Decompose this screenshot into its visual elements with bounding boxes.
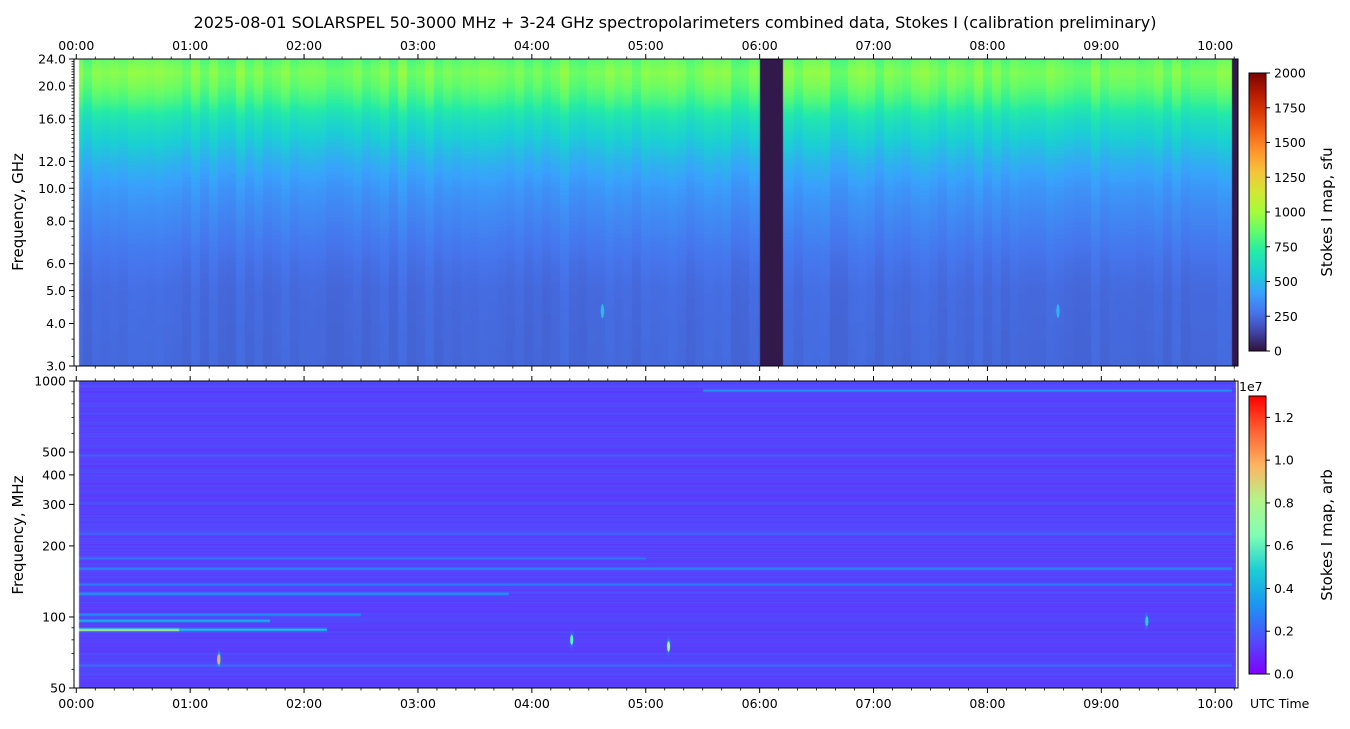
mhz-tick-label-5: 500 bbox=[42, 445, 66, 460]
sfu-colorbar-label: Stokes I map, sfu bbox=[1318, 147, 1336, 276]
mhz-frequency-axis: 50 100 200 300 400 500 1000 bbox=[34, 374, 74, 696]
mhz-tick-label-6: 1000 bbox=[34, 374, 66, 389]
sfu-colorbar-tick-label-8: 2000 bbox=[1274, 66, 1306, 81]
mhz-tick-label-4: 400 bbox=[42, 467, 66, 482]
mhz-tick-label-0: 50 bbox=[50, 681, 66, 696]
ghz-heatmap-image-frame bbox=[74, 59, 1238, 366]
sfu-colorbar: 0 250 500 750 1000 1250 1500 1750 2000 Stokes I … bbox=[1248, 66, 1336, 359]
arb-colorbar-offset: 1e7 bbox=[1239, 379, 1263, 394]
top-time-tick-label-2: 02:00 bbox=[286, 38, 322, 53]
sfu-colorbar-tick-label-2: 500 bbox=[1274, 274, 1298, 289]
mhz-tick-label-1: 100 bbox=[42, 609, 66, 624]
ghz-tick-label-5: 10.0 bbox=[38, 181, 66, 196]
top-time-tick-label-7: 07:00 bbox=[856, 38, 892, 53]
mhz-spectrogram-panel: 00:00 01:00 02:00 03:00 04:00 05:00 06:00 07:00… bbox=[9, 374, 1336, 712]
ghz-tick-label-1: 4.0 bbox=[46, 316, 66, 331]
bottom-time-tick-label-1: 01:00 bbox=[172, 696, 208, 711]
top-time-tick-label-3: 03:00 bbox=[400, 38, 436, 53]
sfu-colorbar-ticks: 0 250 500 750 1000 1250 1500 1750 2000 bbox=[1266, 66, 1306, 359]
ghz-tick-label-9: 24.0 bbox=[38, 52, 66, 67]
ghz-top-time-axis: 00:00 01:00 02:00 03:00 04:00 05:00 06:00 07:00… bbox=[58, 38, 1235, 371]
bottom-time-tick-label-7: 07:00 bbox=[856, 696, 892, 711]
arb-colorbar-tick-label-2: 0.4 bbox=[1274, 581, 1294, 596]
sfu-colorbar-tick-label-6: 1500 bbox=[1274, 135, 1306, 150]
top-time-tick-label-5: 05:00 bbox=[628, 38, 664, 53]
bottom-time-tick-label-0: 00:00 bbox=[58, 696, 94, 711]
arb-colorbar-tick-label-5: 1.0 bbox=[1274, 453, 1294, 468]
mhz-heatmap-image bbox=[74, 381, 1238, 688]
bottom-time-tick-label-10: 10:00 bbox=[1197, 696, 1233, 711]
ghz-tick-label-4: 8.0 bbox=[46, 214, 66, 229]
mhz-plot-frame bbox=[73, 380, 1239, 689]
ghz-tick-label-3: 6.0 bbox=[46, 256, 66, 271]
top-time-tick-label-9: 09:00 bbox=[1083, 38, 1119, 53]
ghz-frequency-axis-label: Frequency, GHz bbox=[9, 153, 27, 271]
top-time-tick-label-4: 04:00 bbox=[514, 38, 550, 53]
top-time-tick-label-8: 08:00 bbox=[969, 38, 1005, 53]
mhz-tick-label-2: 200 bbox=[42, 538, 66, 553]
arb-colorbar-ramp bbox=[1248, 395, 1267, 675]
sfu-colorbar-ramp bbox=[1248, 72, 1267, 352]
bottom-time-tick-label-8: 08:00 bbox=[969, 696, 1005, 711]
mhz-frequency-axis-label: Frequency, MHz bbox=[9, 475, 27, 594]
ghz-burst-marks bbox=[600, 304, 1060, 319]
arb-colorbar-tick-label-4: 0.8 bbox=[1274, 495, 1294, 510]
mhz-heatmap-image-frame bbox=[74, 381, 1238, 688]
sfu-colorbar-tick-label-1: 250 bbox=[1274, 309, 1298, 324]
sfu-colorbar-tick-label-5: 1250 bbox=[1274, 170, 1306, 185]
sfu-colorbar-tick-label-3: 750 bbox=[1274, 239, 1298, 254]
arb-colorbar-tick-label-1: 0.2 bbox=[1274, 624, 1294, 639]
bottom-time-tick-label-5: 05:00 bbox=[628, 696, 664, 711]
arb-colorbar-tick-label-0: 0.0 bbox=[1274, 667, 1294, 682]
ghz-spectrogram-panel: 00:00 01:00 02:00 03:00 04:00 05:00 06:00 07:00… bbox=[9, 38, 1336, 374]
mhz-band-marks bbox=[217, 616, 1149, 665]
mhz-burst-mark-2 bbox=[570, 634, 574, 645]
arb-colorbar-ticks: 0.0 0.2 0.4 0.6 0.8 1.0 1.2 bbox=[1266, 410, 1294, 682]
bottom-time-tick-label-4: 04:00 bbox=[514, 696, 550, 711]
arb-colorbar-tick-label-6: 1.2 bbox=[1274, 410, 1294, 425]
mhz-burst-mark-0 bbox=[217, 654, 221, 665]
ghz-burst-mark-1 bbox=[1056, 304, 1060, 319]
bottom-time-tick-label-2: 02:00 bbox=[286, 696, 322, 711]
ghz-tick-label-2: 5.0 bbox=[46, 283, 66, 298]
top-time-tick-label-1: 01:00 bbox=[172, 38, 208, 53]
mhz-burst-mark-3 bbox=[667, 641, 671, 652]
figure-title: 2025-08-01 SOLARSPEL 50-3000 MHz + 3-24 … bbox=[194, 13, 1157, 32]
bottom-time-tick-label-9: 09:00 bbox=[1083, 696, 1119, 711]
sfu-colorbar-tick-label-0: 0 bbox=[1274, 344, 1282, 359]
mhz-tick-label-3: 300 bbox=[42, 497, 66, 512]
bottom-time-tick-label-3: 03:00 bbox=[400, 696, 436, 711]
ghz-tick-label-0: 3.0 bbox=[46, 359, 66, 374]
arb-colorbar-label: Stokes I map, arb bbox=[1318, 469, 1336, 600]
ghz-tick-label-8: 20.0 bbox=[38, 78, 66, 93]
arb-colorbar-tick-label-3: 0.6 bbox=[1274, 538, 1294, 553]
ghz-plot-frame bbox=[73, 58, 1239, 367]
ghz-burst-mark-0 bbox=[600, 304, 604, 319]
arb-colorbar: 0.0 0.2 0.4 0.6 0.8 1.0 1.2 1e7 Stokes I map, … bbox=[1239, 379, 1336, 682]
top-time-tick-label-0: 00:00 bbox=[58, 38, 94, 53]
ghz-tick-label-6: 12.0 bbox=[38, 154, 66, 169]
ghz-frequency-axis: 3.0 4.0 5.0 6.0 8.0 10.0 12.0 16.0 20.0 24.0 bbox=[38, 52, 74, 374]
sfu-colorbar-tick-label-4: 1000 bbox=[1274, 205, 1306, 220]
ghz-heatmap-image bbox=[74, 59, 1238, 366]
mhz-bottom-time-axis: 00:00 01:00 02:00 03:00 04:00 05:00 06:00 07:00… bbox=[58, 376, 1235, 711]
ghz-tick-label-7: 16.0 bbox=[38, 111, 66, 126]
time-axis-label: UTC Time bbox=[1250, 696, 1310, 711]
top-time-tick-label-6: 06:00 bbox=[742, 38, 778, 53]
top-time-tick-label-10: 10:00 bbox=[1197, 38, 1233, 53]
bottom-time-tick-label-6: 06:00 bbox=[742, 696, 778, 711]
mhz-burst-mark-1 bbox=[1145, 616, 1149, 627]
sfu-colorbar-tick-label-7: 1750 bbox=[1274, 100, 1306, 115]
